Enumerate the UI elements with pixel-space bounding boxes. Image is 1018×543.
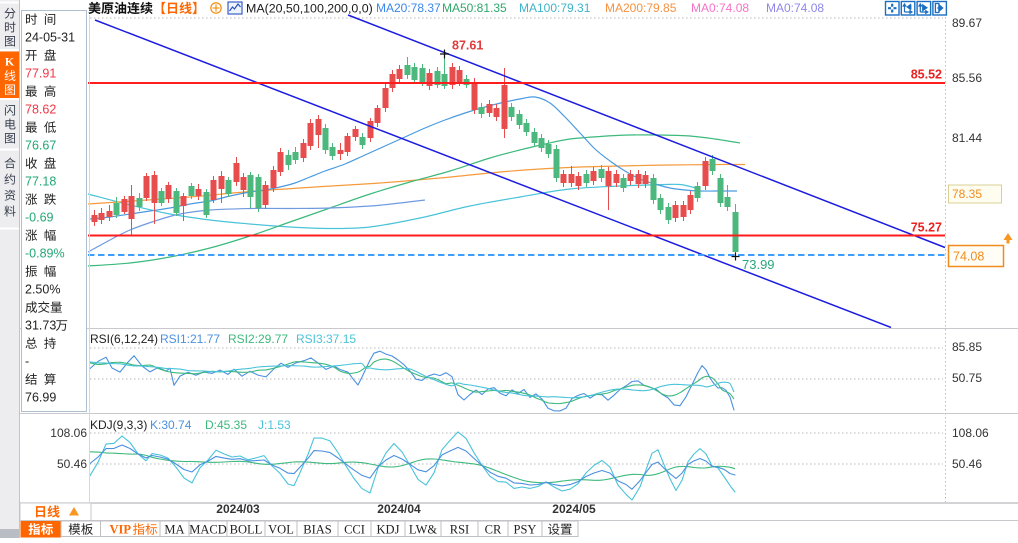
svg-text:J:1.53: J:1.53	[258, 418, 291, 432]
svg-text:85.56: 85.56	[952, 71, 982, 85]
svg-text:MA(20,50,100,200,0,0): MA(20,50,100,200,0,0)	[246, 1, 373, 15]
svg-text:50.46: 50.46	[952, 457, 982, 471]
svg-text:77.91: 77.91	[25, 66, 56, 80]
svg-text:-0.89%: -0.89%	[25, 246, 65, 260]
svg-text:MA: MA	[164, 522, 184, 536]
svg-text:74.08: 74.08	[953, 249, 984, 263]
svg-text:2024/05: 2024/05	[552, 502, 596, 516]
svg-text:78.35: 78.35	[952, 187, 982, 201]
svg-text:MACD: MACD	[189, 522, 227, 536]
svg-text:-: -	[25, 354, 29, 368]
svg-text:VIP: VIP	[110, 522, 132, 536]
svg-text:VOL: VOL	[268, 522, 294, 536]
svg-text:MA0:74.08: MA0:74.08	[691, 1, 749, 15]
svg-text:2.50%: 2.50%	[25, 282, 60, 296]
svg-text:108.06: 108.06	[50, 426, 87, 440]
svg-text:K: K	[5, 55, 15, 69]
svg-text:75.27: 75.27	[911, 220, 942, 234]
svg-text:-0.69: -0.69	[25, 210, 54, 224]
svg-text:MA0:74.08: MA0:74.08	[766, 1, 824, 15]
svg-text:KDJ: KDJ	[377, 522, 400, 536]
svg-text:81.44: 81.44	[952, 131, 982, 145]
svg-text:MA100:79.31: MA100:79.31	[519, 1, 591, 15]
svg-text:CCI: CCI	[344, 522, 365, 536]
svg-text:31.73: 31.73	[25, 318, 56, 332]
svg-text:85.52: 85.52	[911, 67, 942, 81]
svg-text:RSI: RSI	[450, 522, 469, 536]
svg-text:77.18: 77.18	[25, 174, 56, 188]
svg-text:89.67: 89.67	[952, 16, 982, 30]
svg-text:BIAS: BIAS	[303, 522, 332, 536]
svg-text:73.99: 73.99	[742, 257, 775, 272]
svg-text:MA20:78.37: MA20:78.37	[376, 1, 441, 15]
svg-text:RSI(6,12,24): RSI(6,12,24)	[90, 332, 158, 346]
svg-text:2024/03: 2024/03	[216, 502, 260, 516]
svg-text:RSI2:29.77: RSI2:29.77	[228, 332, 288, 346]
svg-text:RSI3:37.15: RSI3:37.15	[296, 332, 356, 346]
svg-text:87.61: 87.61	[452, 38, 483, 52]
svg-text:85.85: 85.85	[952, 340, 982, 354]
svg-text:2024/04: 2024/04	[377, 502, 421, 516]
svg-text:K:30.74: K:30.74	[150, 418, 192, 432]
svg-text:BOLL: BOLL	[230, 522, 263, 536]
svg-text:78.62: 78.62	[25, 102, 56, 116]
svg-text:76.67: 76.67	[25, 138, 56, 152]
svg-text:D:45.35: D:45.35	[205, 418, 247, 432]
svg-text:MA200:79.85: MA200:79.85	[605, 1, 677, 15]
svg-text:24-05-31: 24-05-31	[25, 30, 75, 44]
svg-text:CR: CR	[485, 522, 502, 536]
svg-text:MA50:81.35: MA50:81.35	[442, 1, 507, 15]
svg-text:50.46: 50.46	[57, 457, 87, 471]
svg-text:KDJ(9,3,3): KDJ(9,3,3)	[90, 418, 147, 432]
svg-text:RSI1:21.77: RSI1:21.77	[160, 332, 220, 346]
svg-text:108.06: 108.06	[952, 426, 989, 440]
svg-text:50.75: 50.75	[952, 371, 982, 385]
svg-text:76.99: 76.99	[25, 390, 56, 404]
svg-text:LW&: LW&	[409, 522, 438, 536]
svg-text:PSY: PSY	[514, 522, 537, 536]
